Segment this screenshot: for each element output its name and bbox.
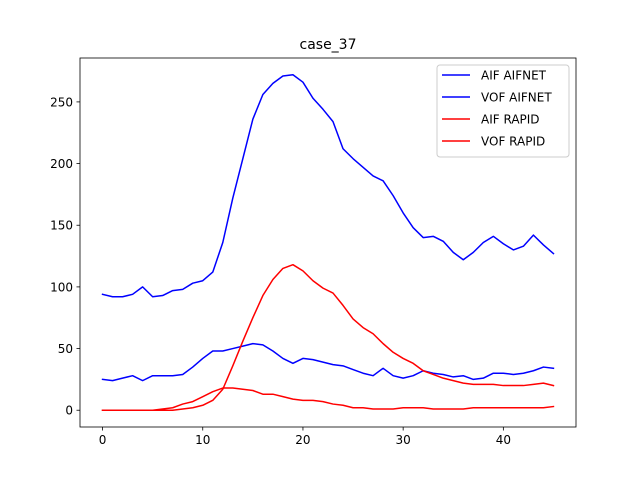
y-tick-label: 50 (58, 342, 73, 356)
legend-label-1: AIF AIFNET (481, 69, 547, 83)
y-tick-label: 200 (50, 157, 73, 171)
y-tick-label: 100 (50, 280, 73, 294)
x-tick-label: 40 (496, 433, 511, 447)
axis-layer: 0 10 20 30 40 0 50 100 150 200 250 (50, 57, 577, 447)
chart-title: case_37 (300, 37, 357, 53)
series-layer (101, 74, 555, 411)
series-line-4 (101, 263, 555, 411)
legend-box (436, 64, 570, 158)
legend-label-3: AIF RAPID (481, 113, 540, 127)
legend-label-4: VOF RAPID (481, 135, 545, 149)
x-tick-label: 10 (195, 433, 210, 447)
series-line-1 (101, 74, 555, 298)
y-tick-label: 250 (50, 95, 73, 109)
series-line-3 (101, 387, 555, 411)
x-tick-label: 20 (295, 433, 310, 447)
series-line-2 (101, 342, 555, 382)
x-tick-label: 30 (396, 433, 411, 447)
y-tick-label: 0 (65, 404, 73, 418)
legend-label-2: VOF AIFNET (481, 91, 552, 105)
y-tick-label: 150 (50, 219, 73, 233)
plot-frame (79, 57, 577, 428)
legend: AIF AIFNET VOF AIFNET AIF RAPID VOF RAPID (436, 64, 570, 158)
x-tick-label: 0 (99, 433, 107, 447)
